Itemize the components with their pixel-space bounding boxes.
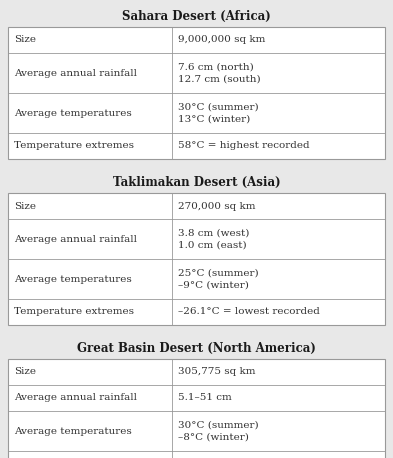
Text: Size: Size — [14, 36, 36, 44]
Text: Average annual rainfall: Average annual rainfall — [14, 69, 137, 77]
Text: 5.1–51 cm: 5.1–51 cm — [178, 393, 232, 403]
Text: Great Basin Desert (North America): Great Basin Desert (North America) — [77, 342, 316, 354]
Text: 30°C (summer)
13°C (winter): 30°C (summer) 13°C (winter) — [178, 103, 259, 123]
Text: 9,000,000 sq km: 9,000,000 sq km — [178, 36, 265, 44]
Text: Average annual rainfall: Average annual rainfall — [14, 393, 137, 403]
Text: 58°C = highest recorded: 58°C = highest recorded — [178, 142, 310, 151]
Text: 305,775 sq km: 305,775 sq km — [178, 367, 255, 376]
Text: Temperature extremes: Temperature extremes — [14, 307, 134, 316]
Text: Size: Size — [14, 202, 36, 211]
Text: 3.8 cm (west)
1.0 cm (east): 3.8 cm (west) 1.0 cm (east) — [178, 229, 250, 249]
Text: 7.6 cm (north)
12.7 cm (south): 7.6 cm (north) 12.7 cm (south) — [178, 63, 261, 83]
Text: –26.1°C = lowest recorded: –26.1°C = lowest recorded — [178, 307, 320, 316]
Text: Size: Size — [14, 367, 36, 376]
Text: Average temperatures: Average temperatures — [14, 274, 132, 284]
Text: Taklimakan Desert (Asia): Taklimakan Desert (Asia) — [113, 175, 280, 189]
Text: Temperature extremes: Temperature extremes — [14, 142, 134, 151]
Text: Average temperatures: Average temperatures — [14, 109, 132, 118]
Text: 270,000 sq km: 270,000 sq km — [178, 202, 255, 211]
Text: Average annual rainfall: Average annual rainfall — [14, 234, 137, 244]
Text: 30°C (summer)
–8°C (winter): 30°C (summer) –8°C (winter) — [178, 421, 259, 441]
Text: Sahara Desert (Africa): Sahara Desert (Africa) — [122, 10, 271, 22]
Text: Average temperatures: Average temperatures — [14, 426, 132, 436]
Text: 25°C (summer)
–9°C (winter): 25°C (summer) –9°C (winter) — [178, 269, 259, 289]
